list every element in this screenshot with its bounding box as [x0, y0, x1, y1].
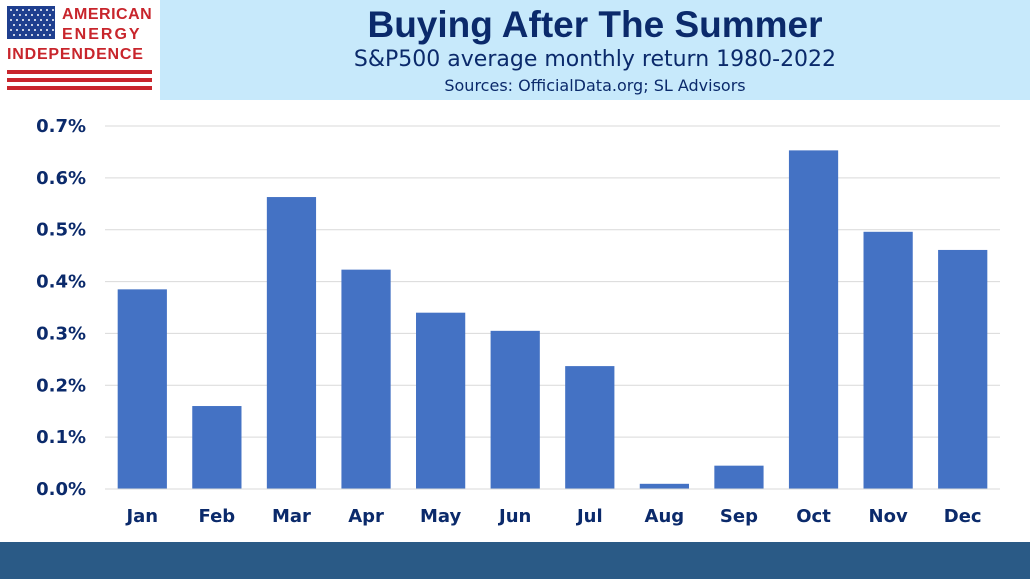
x-tick-label: Mar	[272, 506, 311, 527]
y-tick-label: 0.6%	[36, 168, 86, 189]
y-tick-label: 0.2%	[36, 375, 86, 396]
bar-aug	[639, 483, 689, 489]
x-tick-label: Sep	[720, 506, 758, 527]
y-tick-label: 0.7%	[36, 116, 86, 137]
bar-may	[416, 312, 466, 489]
bar-oct	[788, 150, 839, 489]
x-tick-label: Aug	[645, 506, 685, 527]
logo-line-american: AMERICAN	[62, 6, 153, 23]
x-tick-label: Jul	[575, 506, 603, 527]
logo-line-independence: INDEPENDENCE	[7, 46, 144, 63]
bar-feb	[192, 406, 242, 489]
x-tick-label: Jun	[497, 506, 531, 527]
footer-bar	[0, 542, 1030, 579]
bar-dec	[938, 249, 988, 489]
y-tick-label: 0.1%	[36, 427, 86, 448]
x-tick-label: Oct	[796, 506, 831, 527]
logo: AMERICAN ENERGY INDEPENDENCE	[0, 0, 160, 100]
bar-apr	[341, 269, 391, 489]
bar-jul	[565, 366, 615, 489]
us-flag-icon	[7, 6, 55, 39]
logo-stripe	[7, 78, 152, 82]
bar-chart: 0.0% 0.1% 0.2% 0.3% 0.4% 0.5% 0.6% 0.7% Jan Feb M…	[36, 116, 1000, 527]
x-tick-label: Feb	[199, 506, 236, 527]
gridlines	[105, 125, 1000, 438]
bar-sep	[714, 465, 764, 489]
bar-mar	[266, 197, 317, 489]
chart-title: Buying After The Summer	[367, 4, 823, 45]
y-tick-label: 0.4%	[36, 272, 86, 293]
y-axis-ticks: 0.0% 0.1% 0.2% 0.3% 0.4% 0.5% 0.6% 0.7%	[36, 116, 86, 500]
x-tick-label: Jan	[124, 506, 158, 527]
chart-sources: Sources: OfficialData.org; SL Advisors	[444, 76, 746, 95]
y-tick-label: 0.0%	[36, 479, 86, 500]
chart-subtitle: S&P500 average monthly return 1980-2022	[353, 47, 837, 72]
y-tick-label: 0.5%	[36, 220, 86, 241]
bar-jun	[490, 330, 540, 489]
bars	[117, 150, 988, 489]
logo-stripe	[7, 86, 152, 90]
x-axis-ticks: Jan Feb Mar Apr May Jun Jul Aug Sep Oct Nov Dec	[124, 506, 981, 527]
bar-jan	[117, 289, 167, 489]
x-tick-label: Apr	[348, 506, 384, 527]
x-tick-label: Dec	[944, 506, 982, 527]
logo-line-energy: ENERGY	[62, 26, 142, 43]
logo-stripe	[7, 70, 152, 74]
y-tick-label: 0.3%	[36, 323, 86, 344]
header-banner: Buying After The Summer S&P500 average m…	[160, 0, 1030, 100]
bar-nov	[863, 231, 913, 489]
x-tick-label: Nov	[869, 506, 908, 527]
x-tick-label: May	[420, 506, 462, 527]
